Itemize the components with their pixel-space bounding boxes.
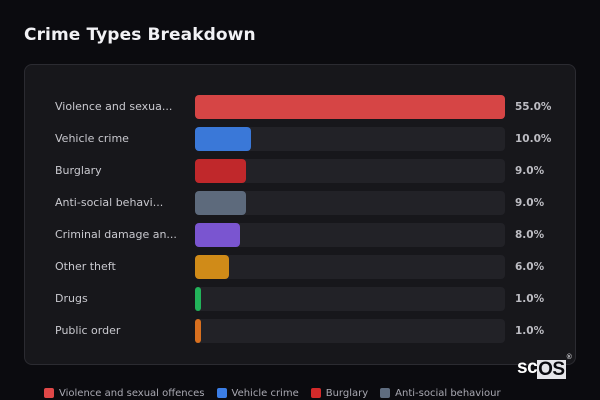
bar-label: Drugs [55,292,88,305]
bar-row[interactable]: Drugs 1.0% [25,287,575,311]
bar-fill[interactable] [195,255,229,279]
legend-swatch-icon [44,388,54,398]
bar-row[interactable]: Vehicle crime 10.0% [25,127,575,151]
bar-fill[interactable] [195,127,252,151]
bar-fill[interactable] [195,159,246,183]
chart-card: Violence and sexua... 55.0% Vehicle crime 1… [24,64,576,365]
chart-title: Crime Types Breakdown [24,25,256,45]
legend-label: Violence and sexual offences [59,387,205,399]
bar-row[interactable]: Violence and sexua... 55.0% [25,95,575,119]
bar-value-label: 8.0% [515,229,545,241]
bar-value-label: 1.0% [515,293,545,305]
bar-track [195,223,505,247]
legend-swatch-icon [216,388,227,398]
bar-track [195,127,505,151]
legend-label: Anti-social behaviour [395,387,501,399]
bar-fill[interactable] [195,223,241,247]
logo-os: OS [537,359,566,380]
logo-sc: sc [517,357,538,378]
bar-value-label: 1.0% [515,325,545,337]
bar-label: Violence and sexua... [55,100,173,113]
scos-logo: sc OS ® [517,354,572,380]
legend-swatch-icon [380,388,391,398]
bar-label: Other theft [55,260,116,273]
bar-fill[interactable] [195,191,246,215]
chart-legend: Violence and sexual offences Vehicle crim… [44,386,501,400]
bar-row[interactable]: Public order 1.0% [25,319,575,343]
bar-row[interactable]: Criminal damage an... 8.0% [25,223,575,247]
registered-mark-icon: ® [566,354,572,361]
bar-row[interactable]: Other theft 6.0% [25,255,575,279]
legend-label: Burglary [325,387,369,399]
bar-value-label: 55.0% [515,101,552,113]
bar-track [195,191,505,215]
legend-label: Vehicle crime [231,387,299,399]
bar-fill[interactable] [195,287,201,311]
legend-swatch-icon [310,388,321,398]
legend-item[interactable]: Anti-social behaviour [380,386,501,400]
bar-label: Public order [55,324,121,337]
bar-label: Vehicle crime [55,132,129,145]
bar-value-label: 10.0% [515,133,552,145]
legend-item[interactable]: Burglary [310,386,369,400]
bar-fill[interactable] [195,95,505,119]
bar-value-label: 9.0% [515,165,545,177]
bar-track [195,159,505,183]
bar-label: Burglary [55,164,102,177]
bar-value-label: 6.0% [515,261,545,273]
bar-fill[interactable] [195,319,201,343]
legend-item[interactable]: Violence and sexual offences [44,386,205,400]
bar-track [195,287,505,311]
bar-value-label: 9.0% [515,197,545,209]
bar-label: Anti-social behavi... [55,196,164,209]
bar-track [195,319,505,343]
bar-label: Criminal damage an... [55,228,177,241]
bar-track [195,255,505,279]
bar-row[interactable]: Burglary 9.0% [25,159,575,183]
bar-row[interactable]: Anti-social behavi... 9.0% [25,191,575,215]
legend-item[interactable]: Vehicle crime [216,386,299,400]
bar-track [195,95,505,119]
